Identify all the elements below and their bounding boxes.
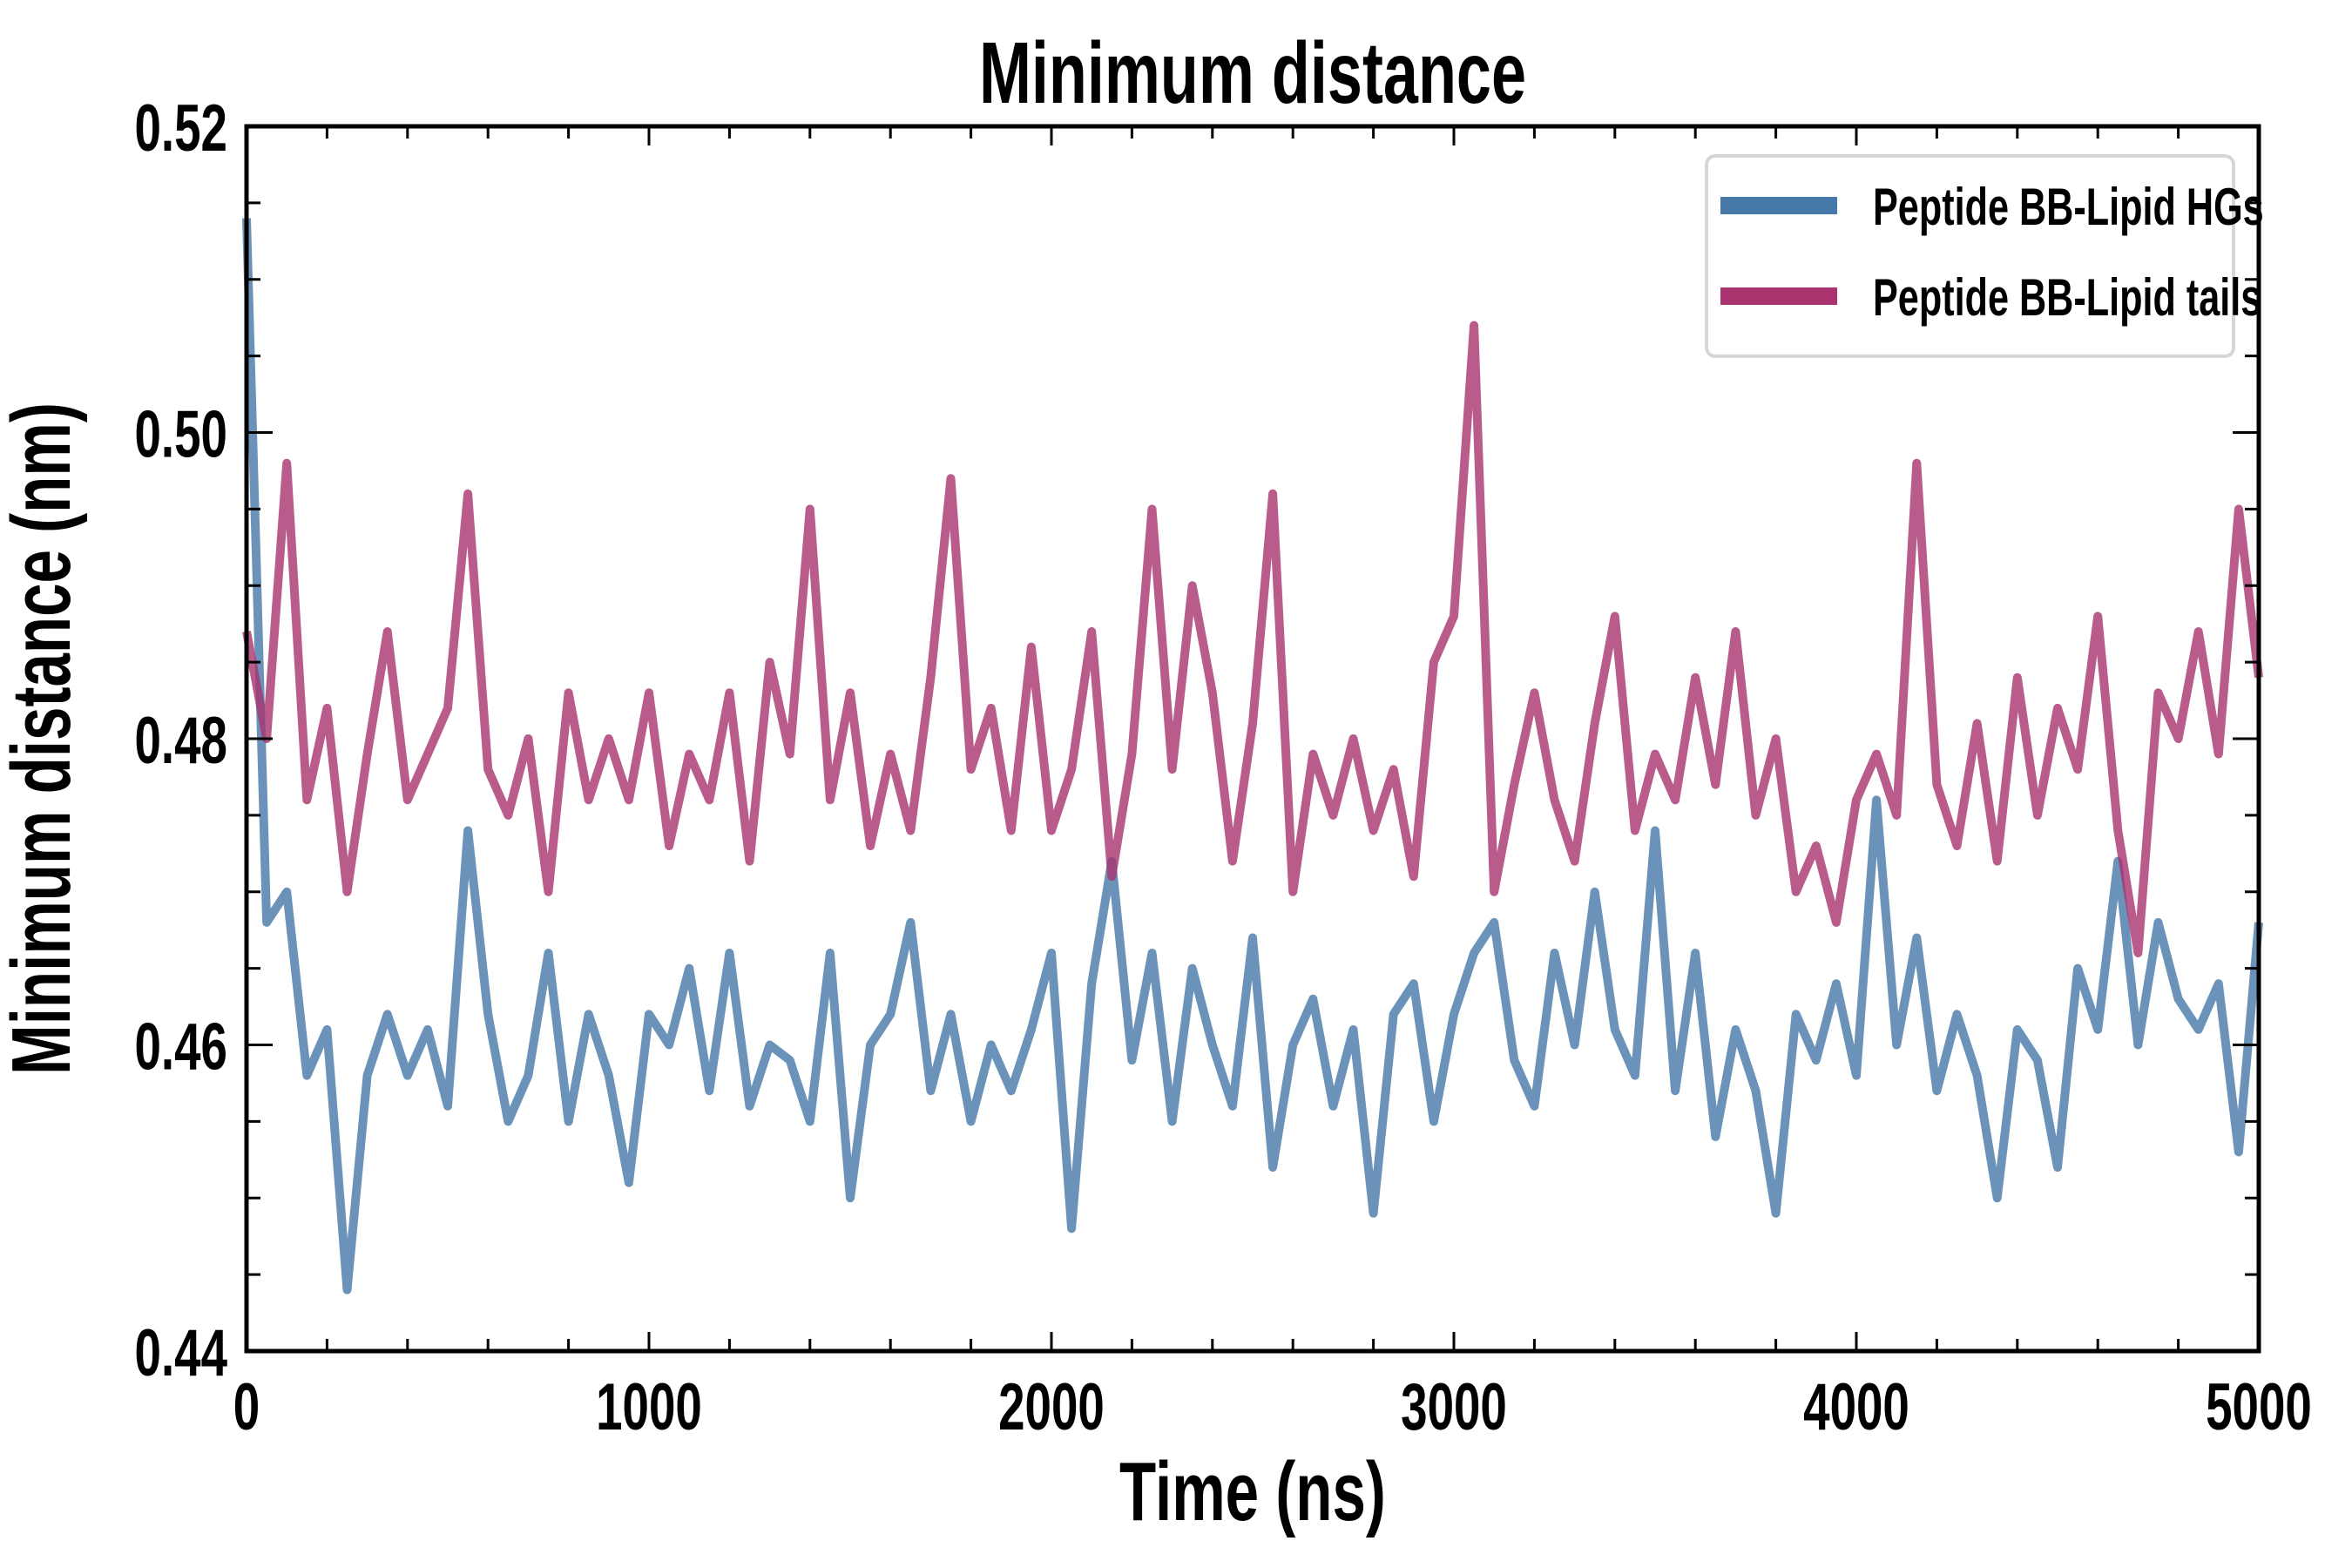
legend-label-tails: Peptide BB-Lipid tails [1873, 269, 2261, 328]
chart-title: Minimum distance [979, 24, 1526, 121]
x-tick-label: 2000 [998, 1370, 1105, 1444]
x-tick-label: 4000 [1803, 1370, 1909, 1444]
ticks-layer: 0 1000 2000 3000 4000 5000 0.44 0.46 0.48 0.50 0.5… [134, 91, 2311, 1444]
legend-swatch-tails [1720, 287, 1837, 305]
x-axis-label: Time (ns) [1119, 1444, 1386, 1538]
x-tick-label: 0 [233, 1370, 260, 1444]
legend-box [1705, 154, 2235, 358]
legend-swatch-hgs [1720, 197, 1837, 214]
y-tick-label: 0.52 [134, 91, 227, 166]
series-line-tails [242, 321, 2263, 957]
x-tick-label: 1000 [596, 1370, 702, 1444]
legend-label-hgs: Peptide BB-Lipid HGs [1873, 179, 2264, 237]
x-tick-label: 5000 [2206, 1370, 2312, 1444]
series-layer [242, 218, 2263, 1294]
x-tick-label: 3000 [1401, 1370, 1507, 1444]
y-tick-label: 0.50 [134, 398, 227, 472]
series-line-hgs [242, 218, 2263, 1294]
legend: Peptide BB-Lipid HGs Peptide BB-Lipid ta… [1705, 154, 2264, 358]
y-tick-label: 0.44 [135, 1316, 228, 1390]
y-tick-label: 0.48 [134, 704, 227, 778]
y-axis-label: Minimum distance (nm) [0, 402, 88, 1075]
y-tick-label: 0.46 [134, 1010, 227, 1085]
plot-frame [244, 124, 2261, 1354]
